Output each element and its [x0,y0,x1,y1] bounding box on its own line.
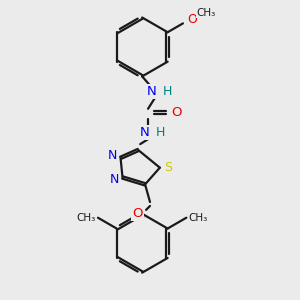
Text: N: N [147,85,157,98]
Text: CH₃: CH₃ [196,8,216,18]
Text: O: O [171,106,182,119]
Text: S: S [164,161,172,174]
Text: O: O [187,13,197,26]
Text: H: H [156,126,166,139]
Text: O: O [132,207,142,220]
Text: N: N [140,126,150,139]
Text: CH₃: CH₃ [188,213,208,223]
Text: CH₃: CH₃ [76,213,96,223]
Text: H: H [163,85,172,98]
Text: N: N [108,149,117,162]
Text: N: N [110,173,119,186]
